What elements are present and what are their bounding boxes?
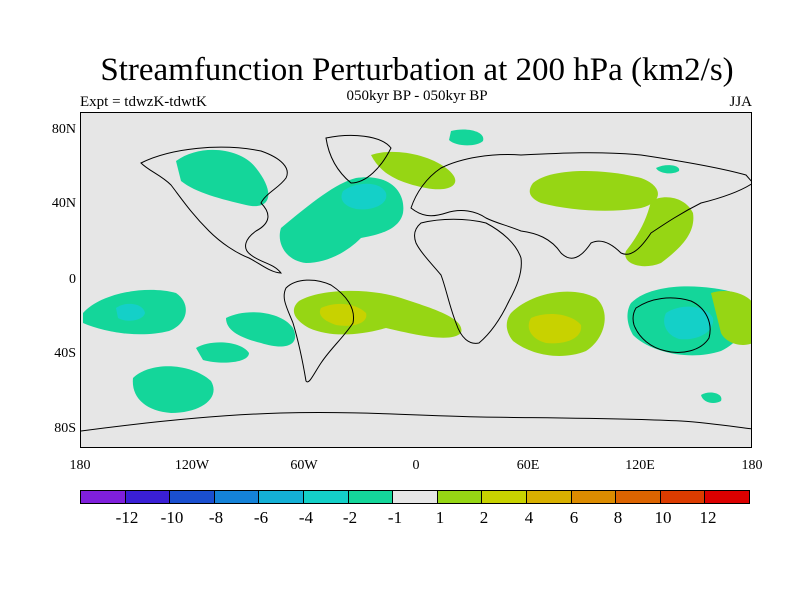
y-tick-80n: 80N: [51, 122, 76, 137]
colorbar-box-6: [303, 491, 349, 503]
colorbar-label-m8: -8: [208, 508, 224, 527]
y-tick-0: 0: [69, 272, 76, 287]
region-east-asia: [625, 197, 694, 267]
colorbar-box-15: [705, 491, 749, 503]
positive-regions: [293, 151, 751, 356]
region-central-asia: [529, 171, 658, 211]
antarctica-outline: [81, 412, 751, 432]
core-north-atlantic: [341, 183, 387, 210]
colorbar-label-2: 2: [479, 508, 489, 527]
colorbar-box-4: [214, 491, 260, 503]
coastlines: [81, 134, 751, 432]
colorbar-label-4: 4: [524, 508, 534, 527]
colorbar-label-m6: -6: [253, 508, 269, 527]
colorbar-box-10: [482, 491, 527, 503]
colorbar-label-m12: -12: [115, 508, 139, 527]
y-tick-80s: 80S: [54, 421, 76, 436]
strong-positive-regions: [319, 303, 582, 344]
chart-title: Streamfunction Perturbation at 200 hPa (…: [100, 52, 734, 88]
colorbar-label-m10: -10: [160, 508, 184, 527]
chart-subtitle: 050kyr BP - 050kyr BP: [346, 88, 488, 104]
strong-negative-regions: [116, 183, 714, 340]
colorbar-label-12: 12: [699, 508, 717, 527]
region-north-america: [176, 149, 269, 207]
map-svg: [81, 129, 751, 432]
region-greenland: [371, 151, 456, 190]
colorbar-box-13: [616, 491, 661, 503]
map-panel: [80, 112, 752, 448]
colorbar-label-m4: -4: [298, 508, 314, 527]
colorbar-box-5: [259, 491, 304, 503]
south-america-outline: [283, 279, 355, 383]
core-south-atlantic: [319, 303, 367, 326]
region-east-australia: [711, 291, 751, 345]
region-southern-ocean: [132, 366, 214, 413]
colorbar: [80, 490, 750, 504]
core-south-pacific: [116, 303, 145, 321]
colorbar-box-14: [660, 491, 706, 503]
colorbar-label-8: 8: [613, 508, 623, 527]
y-tick-40n: 40N: [51, 196, 76, 211]
colorbar-box-11: [526, 491, 572, 503]
australia-outline: [632, 297, 711, 353]
colorbar-box-1: [81, 491, 126, 503]
x-tick-180e: 180: [741, 458, 763, 473]
x-tick-120w: 120W: [174, 458, 210, 473]
core-australia: [664, 306, 714, 340]
colorbar-label-6: 6: [569, 508, 579, 527]
colorbar-label-10: 10: [654, 508, 672, 527]
experiment-label: Expt = tdwzK-tdwtK: [80, 94, 207, 110]
region-north-atlantic: [279, 177, 404, 263]
region-arctic-atlantic: [449, 129, 484, 146]
region-east-asia-small: [656, 165, 680, 174]
region-new-zealand-small: [701, 392, 722, 403]
colorbar-box-7: [348, 491, 394, 503]
x-tick-180w: 180: [69, 458, 91, 473]
greenland-outline: [325, 134, 392, 184]
colorbar-box-12: [571, 491, 617, 503]
season-label: JJA: [729, 94, 752, 110]
x-tick-120e: 120E: [625, 458, 655, 473]
x-tick-0: 0: [412, 458, 420, 473]
colorbar-box-2: [125, 491, 171, 503]
region-south-pacific-small: [196, 342, 249, 363]
y-tick-40s: 40S: [54, 346, 76, 361]
x-tick-60e: 60E: [516, 458, 540, 473]
x-tick-60w: 60W: [290, 458, 318, 473]
colorbar-label-m1: -1: [387, 508, 403, 527]
region-southeast-pacific: [226, 312, 296, 347]
eurasia-outline: [410, 152, 751, 259]
north-america-outline: [140, 146, 288, 274]
colorbar-box-9: [437, 491, 483, 503]
colorbar-box-8: [393, 491, 438, 503]
colorbar-label-m2: -2: [342, 508, 358, 527]
africa-outline: [414, 218, 522, 344]
core-indian-ocean: [528, 313, 582, 344]
colorbar-box-3: [170, 491, 215, 503]
region-south-atlantic: [293, 290, 462, 338]
colorbar-label-1: 1: [435, 508, 445, 527]
